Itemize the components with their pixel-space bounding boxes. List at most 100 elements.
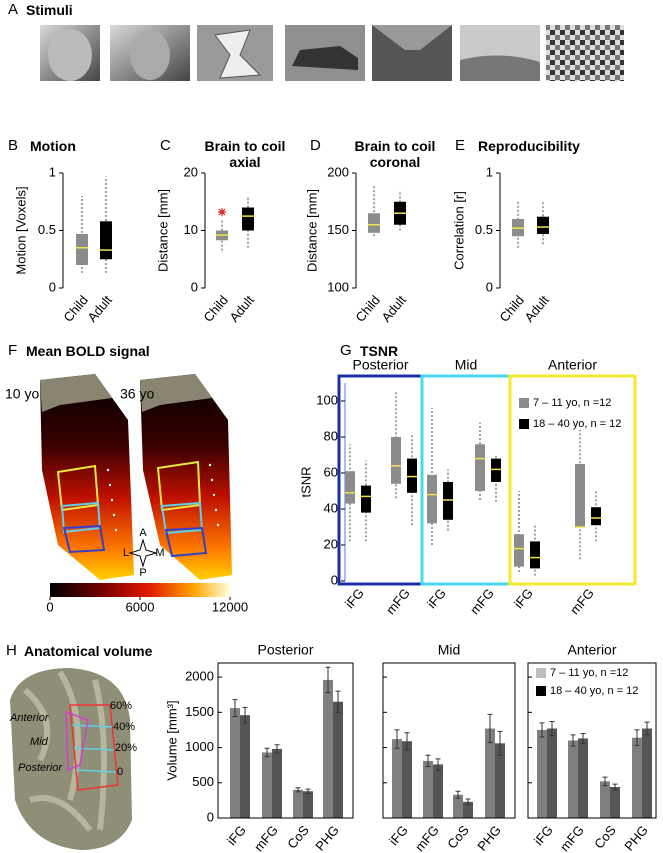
box (575, 464, 585, 527)
box (427, 474, 437, 524)
box (475, 444, 485, 491)
bar (392, 739, 402, 818)
y-axis-label: Volume [mm³] (164, 700, 179, 780)
y-tick-label: 20 (324, 536, 338, 551)
error-bar (274, 744, 280, 754)
bar (323, 679, 333, 818)
group-label: Mid (455, 357, 478, 373)
x-tick-label: PHG (474, 822, 504, 853)
bar (495, 743, 505, 818)
bar (485, 728, 495, 818)
plot-frame (382, 662, 516, 819)
x-tick-label: mFG (383, 585, 413, 617)
legend-label: 18 – 40 yo, n = 12 (533, 418, 621, 430)
y-tick-label: 40 (324, 500, 338, 515)
age-label: 36 yo (120, 386, 154, 402)
error-bar (335, 690, 341, 713)
error-bar (425, 754, 431, 768)
y-tick-label: 150 (327, 222, 349, 237)
y-tick-label: 100 (316, 392, 338, 407)
error-bar (549, 720, 555, 737)
box (591, 507, 601, 526)
x-tick-label: iFG (224, 822, 249, 848)
legend-swatch (536, 668, 546, 678)
box (443, 482, 453, 520)
box (361, 485, 371, 513)
bar (547, 728, 557, 818)
y-tick-label: 100 (327, 279, 349, 294)
x-tick-label: iFG (424, 585, 449, 611)
y-tick-label: 60 (324, 464, 338, 479)
x-tick-label: Child (200, 292, 231, 324)
panel-title: Reproducibility (478, 138, 580, 154)
error-bar (455, 790, 461, 799)
x-tick-label: CoS (591, 822, 619, 851)
bar (568, 740, 578, 818)
bar (463, 801, 473, 818)
level-label: 40% (113, 721, 135, 733)
y-tick-label: 1000 (185, 739, 214, 754)
panel-letter: C (160, 137, 171, 154)
error-bar (634, 729, 640, 746)
colorbar-tick-label: 12000 (212, 599, 248, 614)
panel-title: Motion (30, 138, 76, 154)
legend-label: 18 – 40 yo, n = 12 (550, 685, 638, 697)
box (368, 213, 380, 233)
error-bar (305, 788, 311, 794)
plot-frame (217, 662, 354, 819)
x-tick-label: CoS (284, 822, 312, 851)
colorbar-tick-label: 6000 (126, 599, 155, 614)
outlier (218, 208, 226, 217)
compass-label: P (139, 567, 146, 579)
error-bar (404, 732, 410, 751)
error-bar (435, 758, 441, 771)
bar (578, 738, 588, 818)
x-tick-label: Child (496, 292, 527, 324)
bar (537, 729, 547, 818)
error-bar (612, 783, 618, 791)
bar (333, 701, 343, 818)
y-tick-label: 0.5 (38, 222, 56, 237)
chart-title: Anterior (567, 642, 616, 658)
x-tick-label: iFG (386, 822, 411, 848)
error-bar (242, 706, 248, 724)
box (100, 221, 112, 260)
bar (240, 715, 250, 818)
y-tick-label: 0 (331, 572, 338, 587)
x-tick-label: Adult (84, 292, 115, 325)
error-bar (602, 776, 608, 787)
colorbar-tick-label: 0 (46, 599, 53, 614)
box (530, 541, 540, 569)
panel-title: Brain to coil coronal (354, 138, 436, 170)
group-frame (508, 374, 637, 586)
box (76, 233, 88, 265)
age-label: 10 yo (5, 386, 39, 402)
compass-label: A (139, 527, 147, 539)
error-bar (644, 721, 650, 736)
x-tick-label: iFG (511, 585, 536, 611)
y-tick-label: 0 (49, 279, 56, 294)
x-tick-label: mFG (251, 822, 281, 853)
x-tick-label: PHG (312, 822, 342, 853)
x-tick-label: mFG (567, 585, 597, 617)
box (391, 437, 401, 484)
y-axis-label: Distance [mm] (304, 189, 319, 272)
compass-label: L (123, 547, 129, 559)
error-bar (497, 730, 503, 756)
brain-maps (40, 374, 232, 597)
bar (293, 789, 303, 818)
box (242, 207, 254, 231)
y-axis-label: Correlation [r] (451, 191, 466, 270)
x-tick-label: mFG (412, 822, 442, 853)
level-label: 60% (110, 700, 132, 712)
legend-swatch (536, 686, 546, 696)
box (491, 458, 501, 482)
error-bar (570, 734, 576, 747)
error-bar (295, 787, 301, 793)
x-tick-label: Adult (378, 292, 409, 325)
region-label: Posterior (18, 762, 63, 774)
panel-title: Anatomical volume (24, 643, 153, 659)
panel-title: Stimuli (26, 2, 73, 18)
y-tick-label: 20 (184, 164, 198, 179)
